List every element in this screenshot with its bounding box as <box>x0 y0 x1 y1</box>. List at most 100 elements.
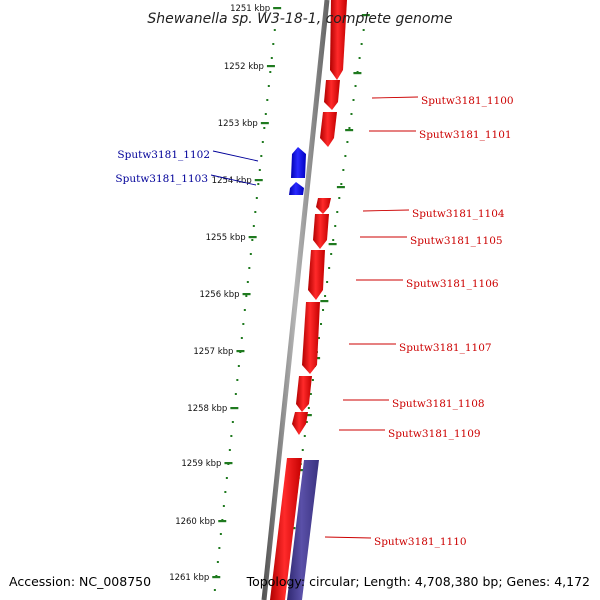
scale-dot-left <box>257 183 260 185</box>
genome-backbone <box>261 0 330 600</box>
tick-label: 1260 kbp <box>175 517 215 527</box>
gene-label-sputw3181_1101: Sputw3181_1101 <box>419 129 512 141</box>
gene-feature-1100-a <box>330 0 347 80</box>
scale-dot-left <box>258 169 261 171</box>
scale-dot-left <box>260 155 263 157</box>
scale-dot-right <box>352 99 355 101</box>
tick-mark-left <box>236 350 245 353</box>
scale-dot-right <box>360 43 363 45</box>
genome-title: Shewanella sp. W3-18-1, complete genome <box>147 11 452 27</box>
scale-dot-right <box>354 85 357 87</box>
tick-label: 1255 kbp <box>206 233 246 243</box>
scale-dot-right <box>324 295 327 297</box>
gene-leader-line <box>362 209 410 212</box>
scale-dot-left <box>255 197 258 199</box>
scale-dot-left <box>222 505 225 507</box>
tick-label: 1256 kbp <box>199 290 239 300</box>
tick-mark-right <box>345 129 354 132</box>
gene-feature-1110 <box>270 458 302 600</box>
gene-feature-1102 <box>291 147 306 178</box>
scale-dot-left <box>218 547 221 549</box>
tick-label: 1253 kbp <box>218 119 258 129</box>
gene-label-sputw3181_1106: Sputw3181_1106 <box>406 278 499 290</box>
tick-labels: 1251 kbp 1252 kbp 1253 kbp 1254 kbp 1255 kbp… <box>169 4 270 583</box>
scale-dot-left <box>272 43 275 45</box>
scale-dot-left <box>248 267 251 269</box>
scale-dot-left <box>230 435 233 437</box>
scale-dot-right <box>330 253 333 255</box>
gene-label-sputw3181_1100: Sputw3181_1100 <box>421 95 514 107</box>
scale-dot-right <box>342 169 345 171</box>
gene-feature-1107 <box>302 302 320 374</box>
tick-dots-left <box>213 29 276 591</box>
tick-marks-left <box>212 7 282 579</box>
gene-feature-1109 <box>292 412 308 435</box>
topology-text: Topology: circular; Length: 4,708,380 bp… <box>246 574 590 589</box>
scale-dot-left <box>213 589 216 591</box>
scale-dot-left <box>263 127 266 129</box>
tick-mark-left <box>266 65 275 68</box>
scale-dot-right <box>317 337 320 339</box>
scale-dot-right <box>334 225 337 227</box>
gene-leader-line <box>210 174 257 186</box>
scale-dot-right <box>301 449 304 451</box>
tick-label: 1258 kbp <box>187 404 227 414</box>
tick-mark-right <box>361 14 370 17</box>
gene-label-sputw3181_1103: Sputw3181_1103 <box>115 173 208 185</box>
tick-mark-left <box>212 576 221 579</box>
scale-dot-left <box>245 295 248 297</box>
scale-dot-right <box>328 267 331 269</box>
scale-dot-left <box>224 491 227 493</box>
tick-mark-right <box>336 186 345 189</box>
gene-label-sputw3181_1104: Sputw3181_1104 <box>412 208 505 220</box>
tick-mark-left <box>224 462 233 465</box>
tick-mark-left <box>254 179 263 182</box>
scale-dot-left <box>249 253 252 255</box>
gene-features <box>270 0 347 600</box>
rna-feature-band <box>287 460 319 600</box>
tick-label: 1261 kbp <box>169 573 209 583</box>
tick-mark-left <box>242 293 251 296</box>
scale-dot-right <box>311 379 314 381</box>
gene-leader-line <box>212 150 259 162</box>
gene-label-sputw3181_1109: Sputw3181_1109 <box>388 428 481 440</box>
scale-dot-right <box>338 197 341 199</box>
tick-mark-right <box>353 72 362 75</box>
scale-dot-right <box>309 393 312 395</box>
tick-mark-left <box>273 7 282 10</box>
gene-label-sputw3181_1107: Sputw3181_1107 <box>399 342 492 354</box>
scale-dot-right <box>307 407 310 409</box>
scale-dot-right <box>322 309 325 311</box>
tick-mark-left <box>218 520 227 523</box>
gene-label-sputw3181_1105: Sputw3181_1105 <box>410 235 503 247</box>
scale-dot-right <box>336 211 339 213</box>
scale-dot-right <box>340 183 343 185</box>
gene-feature-1105 <box>313 214 329 249</box>
gene-leader-line <box>324 536 372 539</box>
scale-dot-left <box>261 141 264 143</box>
tick-label: 1259 kbp <box>181 459 221 469</box>
scale-dot-right <box>326 281 329 283</box>
scale-dot-right <box>320 323 323 325</box>
scale-dot-right <box>303 435 306 437</box>
scale-dot-right <box>305 421 308 423</box>
scale-dot-left <box>231 421 234 423</box>
scale-dot-right <box>348 127 351 129</box>
scale-dot-left <box>234 393 237 395</box>
scale-dot-left <box>266 99 269 101</box>
scale-dot-right <box>350 113 353 115</box>
tick-label: 1252 kbp <box>224 62 264 72</box>
scale-dot-right <box>344 155 347 157</box>
scale-dot-left <box>236 379 239 381</box>
scale-dot-left <box>269 71 272 73</box>
scale-dot-left <box>273 29 276 31</box>
tick-mark-right <box>303 414 312 417</box>
scale-dot-left <box>252 225 255 227</box>
gene-feature-1108 <box>296 376 312 412</box>
scale-dot-left <box>225 477 228 479</box>
scale-dot-right <box>332 239 335 241</box>
scale-dot-left <box>251 239 254 241</box>
scale-dot-left <box>270 57 273 59</box>
scale-dot-left <box>246 281 249 283</box>
scale-dot-left <box>254 211 257 213</box>
